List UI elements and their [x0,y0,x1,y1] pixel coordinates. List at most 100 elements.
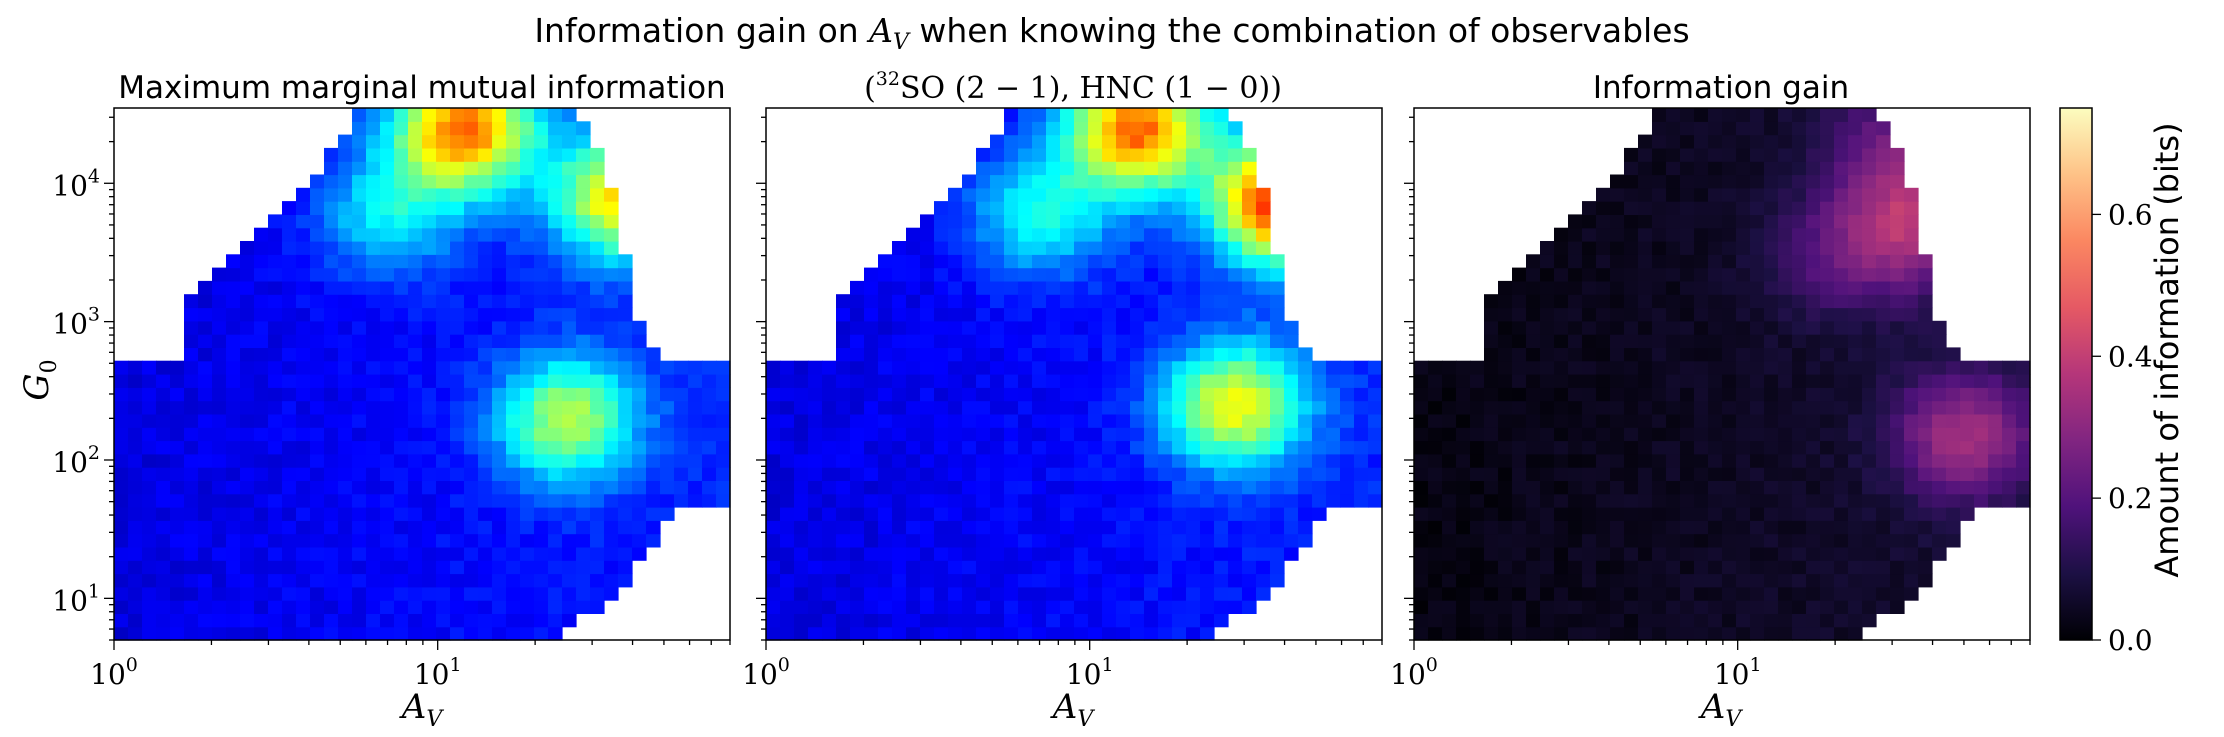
heatmap-cell [226,453,241,468]
heatmap-cell [1820,573,1835,588]
heatmap-cell [380,626,395,641]
heatmap-cell [1172,360,1187,375]
heatmap-cell [836,387,851,402]
heatmap-cell [948,214,963,229]
heatmap-cell [240,546,255,561]
heatmap-cell [1088,613,1103,628]
heatmap-cell [408,360,423,375]
heatmap-cell [1610,533,1625,548]
heatmap-cell [534,241,549,255]
heatmap-cell [1144,227,1159,242]
heatmap-cell [562,453,577,468]
heatmap-cell [850,453,865,468]
heatmap-cell [864,294,879,309]
heatmap-cell [1018,227,1033,242]
heatmap-cell [394,546,409,561]
heatmap-cell [114,626,129,641]
heatmap-cell [1116,134,1131,149]
heatmap-cell [1736,453,1751,468]
heatmap-cell [1568,241,1583,255]
heatmap-cell [478,360,493,375]
heatmap-cell [948,294,963,309]
heatmap-cell [226,387,241,402]
heatmap-cell [1624,560,1639,575]
heatmap-cell [1172,187,1187,202]
heatmap-cell [1890,387,1905,402]
heatmap-cell [1848,360,1863,375]
heatmap-cell [1060,294,1075,309]
heatmap-cell [1582,374,1597,388]
heatmap-cell [1172,108,1187,122]
heatmap-cell [506,121,521,136]
heatmap-cell [464,560,479,575]
heatmap-cell [1610,201,1625,215]
heatmap-cell [1312,360,1327,375]
heatmap-cell [1890,546,1905,561]
heatmap-cell [1046,121,1061,136]
heatmap-cell [1638,360,1653,375]
heatmap-cell [1652,480,1667,495]
heatmap-cell [864,613,879,628]
heatmap-cell [1596,294,1611,309]
heatmap-cell [1848,533,1863,548]
heatmap-cell [590,374,605,388]
heatmap-cell [492,147,507,162]
heatmap-cell [436,493,451,508]
heatmap-cell [324,187,339,202]
heatmap-cell [366,347,381,362]
heatmap-cell [1200,560,1215,575]
heatmap-cell [1820,560,1835,575]
heatmap-cell [548,201,563,215]
heatmap-cell [1764,413,1779,428]
heatmap-cell [794,560,809,575]
heatmap-cell [618,374,633,388]
heatmap-cell [1638,147,1653,162]
heatmap-cell [464,600,479,614]
heatmap-cell [436,626,451,641]
heatmap-cell [1032,560,1047,575]
heatmap-cell [1568,467,1583,481]
heatmap-cell [1074,613,1089,628]
heatmap-cell [1750,294,1765,309]
heatmap-cell [310,174,325,189]
heatmap-cell [156,507,171,521]
heatmap-cell [1032,360,1047,375]
heatmap-cell [934,626,949,641]
heatmap-cell [688,453,703,468]
heatmap-cell [1764,374,1779,388]
heatmap-cell [1904,347,1919,362]
heatmap-cell [1200,307,1215,322]
heatmap-cell [674,374,689,388]
heatmap-cell [892,267,907,282]
heatmap-cell [1498,307,1513,322]
heatmap-cell [506,360,521,375]
heatmap-cell [1610,294,1625,309]
heatmap-cell [1778,533,1793,548]
heatmap-cell [1694,134,1709,149]
heatmap-cell [1158,121,1173,136]
heatmap-cell [646,374,661,388]
heatmap-cell [1228,161,1243,176]
heatmap-cell [352,241,367,255]
heatmap-cell [1764,134,1779,149]
heatmap-cell [1214,241,1229,255]
heatmap-cell [920,453,935,468]
heatmap-cell [380,241,395,255]
heatmap-cell [1004,507,1019,521]
heatmap-cell [780,440,795,455]
heatmap-cell [1470,387,1485,402]
heatmap-cell [1568,307,1583,322]
heatmap-cell [352,294,367,309]
heatmap-cell [1638,533,1653,548]
heatmap-cell [212,347,227,362]
heatmap-cell [1890,400,1905,415]
heatmap-cell [1722,147,1737,162]
heatmap-cell [198,387,213,402]
heatmap-cell [688,493,703,508]
heatmap-cell [1004,161,1019,176]
heatmap-cell [618,480,633,495]
heatmap-cell [408,121,423,136]
heatmap-cell [1186,108,1201,122]
heatmap-cell [1214,307,1229,322]
heatmap-cell [1848,174,1863,189]
